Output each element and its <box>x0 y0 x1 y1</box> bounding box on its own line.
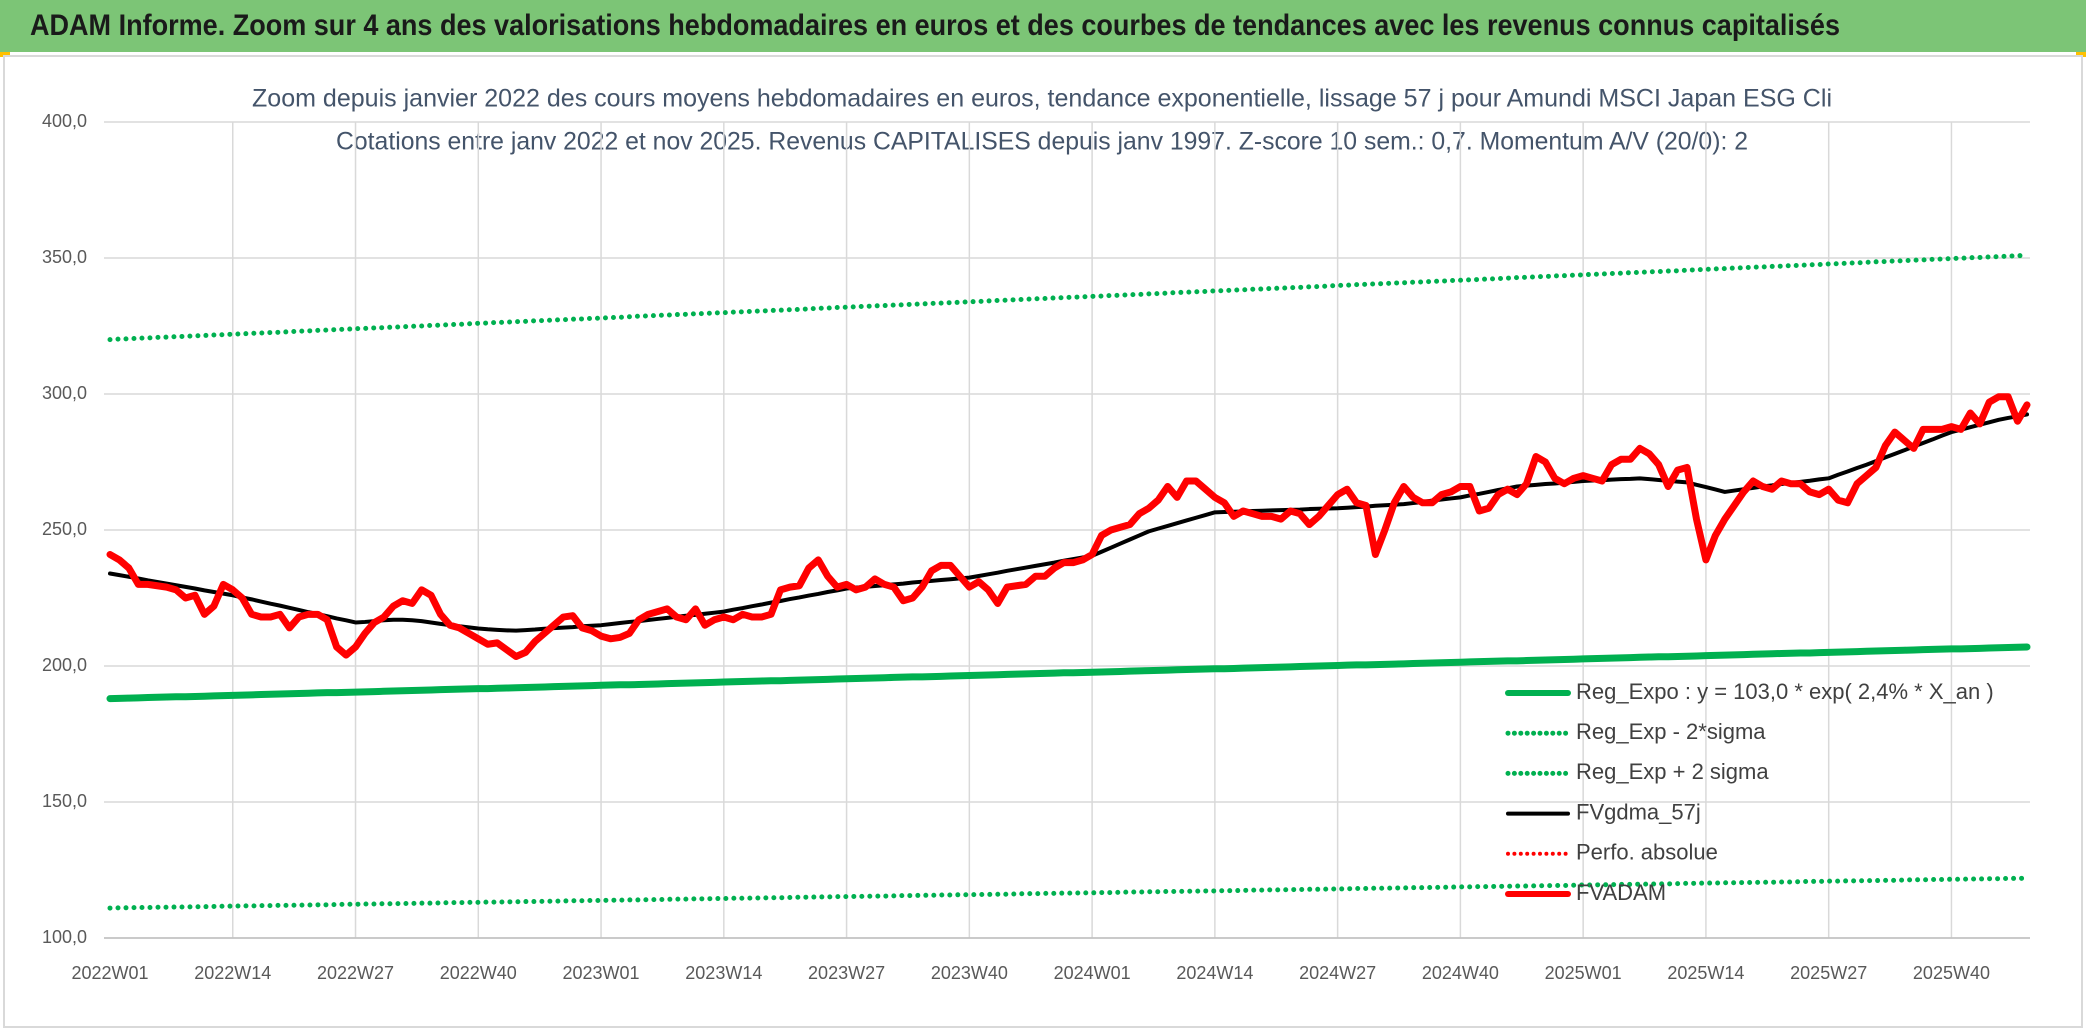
x-tick-label: 2025W01 <box>1545 963 1622 983</box>
chart-frame <box>3 55 2083 1028</box>
chart-title: Zoom depuis janvier 2022 des cours moyen… <box>252 85 1832 113</box>
header-band <box>0 0 2086 52</box>
chart-subtitle: Cotations entre janv 2022 et nov 2025. R… <box>336 128 1748 156</box>
legend-label: Reg_Expo : y = 103,0 * exp( 2,4% * X_an … <box>1576 679 1994 704</box>
y-tick-label: 150,0 <box>42 791 87 811</box>
y-tick-label: 350,0 <box>42 247 87 267</box>
corner-mark <box>2076 52 2086 57</box>
series-line <box>107 252 2030 343</box>
x-tick-label: 2025W14 <box>1667 963 1744 983</box>
y-tick-label: 300,0 <box>42 383 87 403</box>
corner-mark <box>0 52 10 57</box>
x-tick-label: 2023W14 <box>685 963 762 983</box>
x-tick-label: 2025W27 <box>1790 963 1867 983</box>
x-tick-label: 2024W01 <box>1054 963 1131 983</box>
series-line <box>106 393 2031 660</box>
legend-label: Perfo. absolue <box>1576 840 1718 865</box>
header-title: ADAM Informe. Zoom sur 4 ans des valoris… <box>30 9 1840 42</box>
x-tick-label: 2025W40 <box>1913 963 1990 983</box>
x-tick-label: 2022W01 <box>71 963 148 983</box>
legend-label: FVgdma_57j <box>1576 799 1701 824</box>
y-tick-label: 200,0 <box>42 655 87 675</box>
series-line <box>106 643 2031 703</box>
x-tick-label: 2023W40 <box>931 963 1008 983</box>
legend-label: FVADAM <box>1576 880 1666 905</box>
series-line <box>107 875 2030 911</box>
y-tick-label: 250,0 <box>42 519 87 539</box>
legend-label: Reg_Exp - 2*sigma <box>1576 719 1766 744</box>
x-tick-label: 2024W40 <box>1422 963 1499 983</box>
y-tick-label: 100,0 <box>42 927 87 947</box>
y-tick-label: 400,0 <box>42 111 87 131</box>
x-tick-label: 2022W40 <box>440 963 517 983</box>
x-tick-label: 2022W27 <box>317 963 394 983</box>
x-tick-label: 2022W14 <box>194 963 271 983</box>
x-tick-label: 2024W27 <box>1299 963 1376 983</box>
x-tick-label: 2023W27 <box>808 963 885 983</box>
x-tick-label: 2024W14 <box>1176 963 1253 983</box>
legend-label: Reg_Exp + 2 sigma <box>1576 759 1769 784</box>
x-tick-label: 2023W01 <box>563 963 640 983</box>
